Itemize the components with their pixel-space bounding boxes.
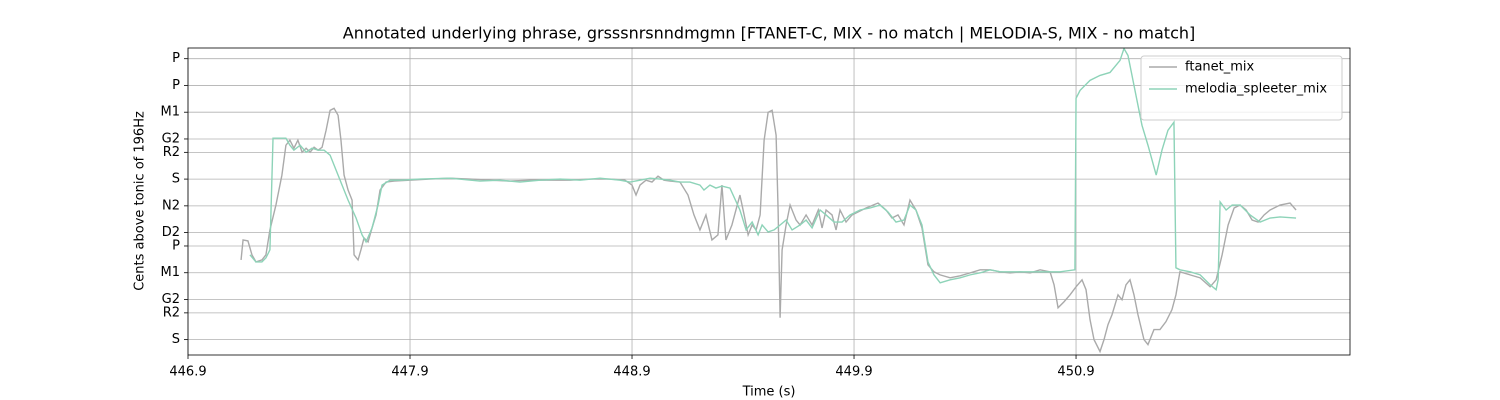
chart-title: Annotated underlying phrase, grsssnrsnnd…	[343, 24, 1196, 43]
x-tick-label: 450.9	[1057, 365, 1094, 380]
y-tick-label: G2	[162, 131, 180, 146]
y-tick-label: S	[172, 172, 180, 187]
y-tick-label: P	[172, 51, 180, 66]
legend-box	[1140, 55, 1343, 121]
x-tick-label: 447.9	[391, 365, 428, 380]
data-line	[240, 107, 1297, 354]
y-axis-label: Cents above tonic of 196Hz	[133, 111, 148, 291]
y-tick-label: M1	[161, 265, 181, 280]
y-tick-label: P	[172, 238, 180, 253]
y-tick-label: R2	[163, 145, 180, 160]
y-tick-label: S	[172, 332, 180, 347]
legend: ftanet_mix melodia_spleeter_mix	[1140, 55, 1343, 121]
y-tick-label: D2	[162, 225, 180, 240]
y-tick-label: P	[172, 78, 180, 93]
plot-frame	[187, 47, 1351, 356]
legend-label: ftanet_mix	[1185, 60, 1255, 75]
legend-label: melodia_spleeter_mix	[1185, 82, 1327, 97]
x-tick-label: 448.9	[613, 365, 650, 380]
data-line	[249, 48, 1297, 292]
x-tick-label: 449.9	[835, 365, 872, 380]
y-tick-label: N2	[162, 198, 180, 213]
y-tick-label: R2	[163, 305, 180, 320]
y-tick-label: G2	[162, 292, 180, 307]
y-tick-label: M1	[161, 105, 181, 120]
x-axis-label: Time (s)	[742, 385, 796, 400]
x-tick-label: 446.9	[169, 365, 206, 380]
plot-lines	[240, 48, 1297, 354]
